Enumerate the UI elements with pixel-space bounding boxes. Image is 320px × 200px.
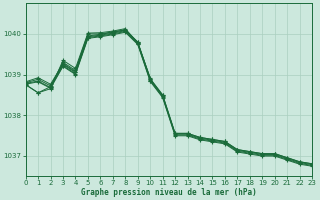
X-axis label: Graphe pression niveau de la mer (hPa): Graphe pression niveau de la mer (hPa) — [81, 188, 257, 197]
